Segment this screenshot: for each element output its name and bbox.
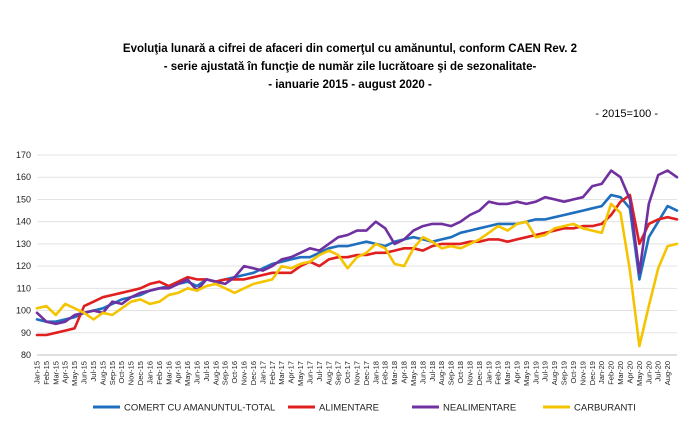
x-tick-label: Jan-17 — [258, 361, 267, 384]
y-tick-label: 140 — [16, 217, 31, 227]
x-tick-label: Oct-15 — [117, 361, 126, 384]
x-tick-label: Oct-19 — [569, 361, 578, 384]
x-tick-label: Dec-18 — [475, 361, 484, 385]
x-tick-label: Jul-20 — [654, 361, 663, 381]
chart-period: - ianuarie 2015 - august 2020 - — [268, 79, 432, 91]
x-tick-label: Jun-15 — [80, 361, 89, 384]
x-tick-label: Mar-19 — [503, 361, 512, 385]
x-tick-label: Jul-19 — [541, 361, 550, 381]
x-tick-label: Apr-17 — [287, 361, 296, 384]
legend-label: COMERT CU AMANUNTUL-TOTAL — [124, 403, 275, 414]
x-tick-label: Dec-16 — [249, 361, 258, 385]
x-tick-label: Mar-16 — [164, 361, 173, 385]
x-tick-label: Jun-17 — [305, 361, 314, 384]
x-tick-label: Sep-16 — [221, 361, 230, 385]
x-tick-label: Jul-15 — [89, 361, 98, 381]
x-tick-label: May-15 — [70, 361, 79, 386]
x-tick-label: Sep-15 — [108, 361, 117, 385]
x-tick-label: Aug-18 — [437, 361, 446, 385]
x-tick-label: Aug-17 — [324, 361, 333, 385]
x-tick-label: Aug-16 — [211, 361, 220, 385]
x-tick-label: Sep-19 — [560, 361, 569, 385]
series-line-3 — [35, 169, 679, 326]
x-tick-label: Jun-19 — [531, 361, 540, 384]
x-tick-label: Sep-17 — [334, 361, 343, 385]
legend-label: CARBURANTI — [574, 403, 636, 414]
y-axis-ticks: 80 90 100 110 120 130 140 150 160 170 — [16, 150, 31, 360]
x-tick-label: Oct-18 — [456, 361, 465, 384]
y-tick-label: 120 — [16, 261, 31, 271]
y-tick-label: 100 — [16, 306, 31, 316]
x-tick-label: Jan-16 — [145, 361, 154, 384]
x-tick-label: Nov-18 — [465, 361, 474, 385]
x-tick-label: Dec-15 — [136, 361, 145, 385]
x-tick-label: Nov-19 — [578, 361, 587, 385]
x-tick-label: Dec-19 — [588, 361, 597, 385]
x-tick-label: Jun-20 — [644, 361, 653, 384]
y-tick-label: 130 — [16, 239, 31, 249]
x-tick-label: Aug-19 — [550, 361, 559, 385]
x-tick-label: Mar-15 — [51, 361, 60, 385]
x-tick-label: Feb-19 — [494, 361, 503, 385]
x-tick-label: Jan-20 — [597, 361, 606, 384]
x-tick-label: Feb-15 — [42, 361, 51, 385]
x-tick-label: Mar-18 — [390, 361, 399, 385]
chart-subtitle: - serie ajustată în funcţie de număr zil… — [163, 61, 537, 73]
legend-label: NEALIMENTARE — [443, 403, 516, 414]
x-tick-label: Jun-16 — [193, 361, 202, 384]
x-tick-label: Dec-17 — [362, 361, 371, 385]
x-tick-label: Oct-17 — [343, 361, 352, 384]
y-tick-label: 160 — [16, 172, 31, 182]
x-tick-label: May-16 — [183, 361, 192, 386]
x-tick-label: Oct-16 — [230, 361, 239, 384]
x-tick-label: Feb-18 — [381, 361, 390, 385]
x-tick-label: May-17 — [296, 361, 305, 386]
series-lines — [35, 169, 679, 348]
x-tick-label: Apr-15 — [61, 361, 70, 384]
x-tick-label: Apr-20 — [625, 361, 634, 384]
x-tick-label: May-20 — [635, 361, 644, 386]
x-tick-label: Apr-16 — [174, 361, 183, 384]
x-tick-label: Apr-19 — [513, 361, 522, 384]
x-tick-label: Nov-16 — [240, 361, 249, 385]
y-tick-label: 80 — [21, 350, 31, 360]
legend-label: ALIMENTARE — [319, 403, 379, 414]
x-tick-label: Apr-18 — [400, 361, 409, 384]
x-tick-label: Jun-18 — [418, 361, 427, 384]
x-tick-label: Feb-17 — [268, 361, 277, 385]
x-tick-label: Mar-17 — [277, 361, 286, 385]
grid-lines — [37, 154, 677, 356]
y-tick-label: 170 — [16, 150, 31, 160]
x-tick-label: Feb-16 — [155, 361, 164, 385]
x-tick-label: Sep-18 — [447, 361, 456, 385]
x-tick-label: Mar-20 — [616, 361, 625, 385]
x-tick-label: Jan-18 — [371, 361, 380, 384]
unit-note: - 2015=100 - — [595, 108, 658, 120]
series-line-1 — [35, 193, 679, 324]
x-tick-label: Jan-19 — [484, 361, 493, 384]
y-tick-label: 90 — [21, 328, 31, 338]
x-tick-label: Nov-17 — [353, 361, 362, 385]
chart-title-block: Evoluţia lunară a cifrei de afaceri din … — [0, 40, 700, 94]
x-tick-label: Jan-15 — [33, 361, 42, 384]
x-tick-label: May-19 — [522, 361, 531, 386]
series-line-4 — [35, 202, 679, 348]
legend: COMERT CU AMANUNTUL-TOTAL ALIMENTARE NEALI… — [93, 403, 636, 414]
x-tick-label: Feb-20 — [607, 361, 616, 385]
series-line-2 — [35, 193, 679, 337]
x-tick-label: Jul-18 — [428, 361, 437, 381]
chart-title: Evoluţia lunară a cifrei de afaceri din … — [122, 43, 578, 55]
y-tick-label: 150 — [16, 194, 31, 204]
x-tick-label: Jul-17 — [315, 361, 324, 381]
x-tick-label: Nov-15 — [127, 361, 136, 385]
x-axis-ticks: Jan-15 Feb-15 Mar-15 Apr-15 May-15 Jun-15 Jul-… — [33, 361, 673, 386]
y-tick-label: 110 — [17, 283, 31, 293]
x-tick-label: Aug-15 — [98, 361, 107, 385]
x-tick-label: Jul-16 — [202, 361, 211, 381]
x-tick-label: Aug-20 — [663, 361, 672, 385]
x-tick-label: May-18 — [409, 361, 418, 386]
